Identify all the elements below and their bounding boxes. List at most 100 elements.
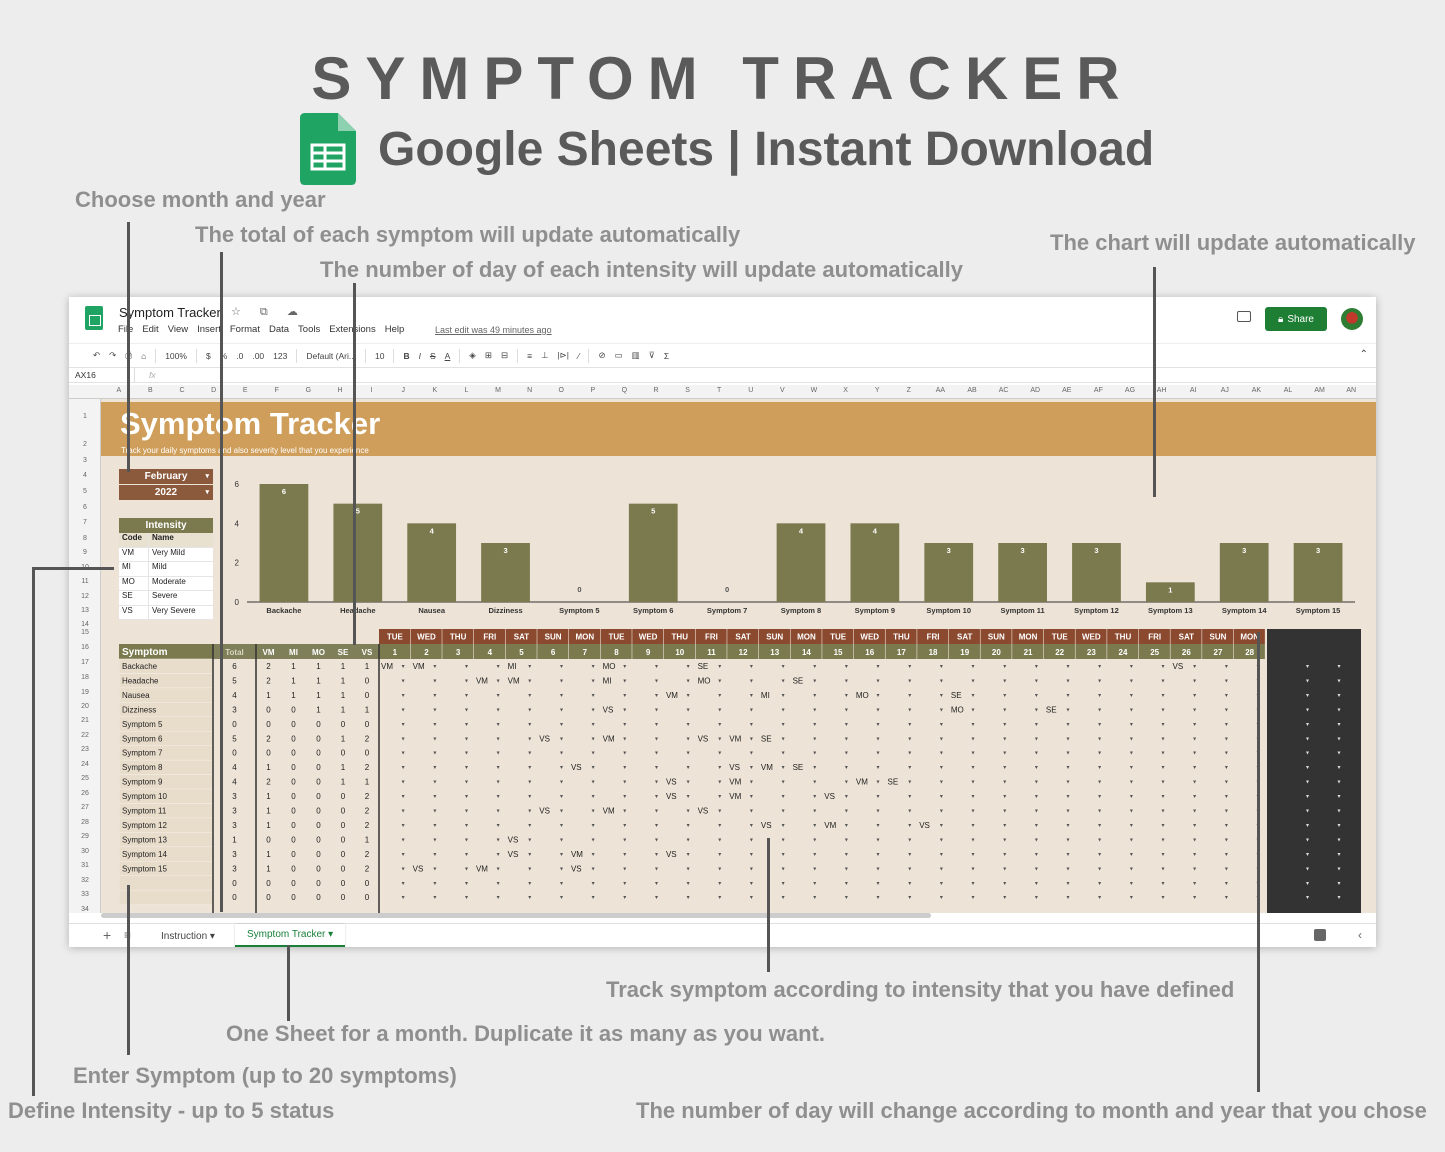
insert-chart-icon[interactable]: ▥ xyxy=(631,350,640,360)
column-header[interactable]: K xyxy=(432,387,438,394)
zoom-select[interactable]: 100% xyxy=(165,350,187,361)
column-header[interactable]: AE xyxy=(1062,387,1072,394)
percent-button[interactable]: % xyxy=(219,350,228,361)
tab-symptom-tracker[interactable]: Symptom Tracker ▾ xyxy=(235,924,346,947)
column-header[interactable]: X xyxy=(843,387,848,394)
menu-tools[interactable]: Tools xyxy=(298,324,321,335)
text-wrap-icon[interactable]: |⊳| xyxy=(557,350,570,360)
column-header[interactable]: F xyxy=(274,387,279,394)
column-header[interactable]: E xyxy=(242,387,248,394)
row-header[interactable]: 28 xyxy=(81,819,89,826)
column-header[interactable]: AJ xyxy=(1220,387,1229,394)
column-header[interactable]: AF xyxy=(1093,387,1103,394)
intensity-row[interactable]: MO Moderate xyxy=(119,576,213,591)
column-header[interactable]: H xyxy=(337,387,343,394)
column-header[interactable]: M xyxy=(495,387,501,394)
collapse-toolbar-icon[interactable]: ⌃ xyxy=(1359,349,1368,360)
column-header[interactable]: B xyxy=(148,387,153,394)
number-format-select[interactable]: 123 xyxy=(273,350,288,361)
row-header[interactable]: 16 xyxy=(81,644,89,651)
row-header[interactable]: 15 xyxy=(81,629,89,636)
column-header[interactable]: AN xyxy=(1346,387,1357,394)
explore-icon[interactable] xyxy=(1314,929,1326,941)
font-select[interactable]: Default (Ari... xyxy=(306,350,356,361)
strikethrough-icon[interactable]: S xyxy=(429,350,436,361)
star-move-cloud-icons[interactable]: ☆ ⧉ ☁ xyxy=(231,306,306,318)
column-header[interactable]: AI xyxy=(1189,387,1197,394)
undo-icon[interactable]: ↶ xyxy=(93,350,101,360)
row-header[interactable]: 20 xyxy=(81,703,89,710)
column-header[interactable]: S xyxy=(685,387,690,394)
last-edit-link[interactable]: Last edit was 49 minutes ago xyxy=(435,325,552,335)
menu-file[interactable]: File xyxy=(118,324,134,335)
intensity-row[interactable]: MI Mild xyxy=(119,562,213,577)
row-header[interactable]: 23 xyxy=(81,746,89,753)
column-header[interactable]: AG xyxy=(1124,387,1136,394)
horizontal-align-icon[interactable]: ≡ xyxy=(527,350,533,361)
row-header[interactable]: 11 xyxy=(81,578,89,585)
row-header[interactable]: 30 xyxy=(81,848,89,855)
column-header[interactable]: AB xyxy=(967,387,977,394)
menu-insert[interactable]: Insert xyxy=(197,324,221,335)
bold-icon[interactable]: B xyxy=(403,350,410,361)
row-header[interactable]: 8 xyxy=(83,535,87,542)
functions-icon[interactable]: Σ xyxy=(663,350,670,361)
row-header[interactable]: 31 xyxy=(81,862,89,869)
column-header[interactable]: Z xyxy=(906,387,911,394)
add-sheet-icon[interactable]: + xyxy=(103,927,112,943)
column-header[interactable]: U xyxy=(748,387,754,394)
column-header[interactable]: P xyxy=(590,387,596,394)
column-header[interactable]: Q xyxy=(621,387,628,394)
column-header[interactable]: N xyxy=(527,387,533,394)
column-header[interactable]: AK xyxy=(1251,387,1262,394)
row-header[interactable]: 27 xyxy=(81,804,89,811)
column-header[interactable]: L xyxy=(464,387,469,394)
increase-decimal-button[interactable]: .00 xyxy=(252,350,265,361)
column-header[interactable]: J xyxy=(401,387,405,394)
row-header[interactable]: 19 xyxy=(81,689,89,696)
filter-icon[interactable]: ⊽ xyxy=(648,350,655,360)
menu-view[interactable]: View xyxy=(167,324,189,335)
paint-format-icon[interactable]: ⌂ xyxy=(141,350,147,361)
column-header[interactable]: W xyxy=(810,387,818,394)
menu-extensions[interactable]: Extensions xyxy=(329,324,375,335)
column-header[interactable]: C xyxy=(179,387,185,394)
column-header[interactable]: I xyxy=(370,387,373,394)
column-header[interactable]: AA xyxy=(935,387,946,394)
row-header[interactable]: 9 xyxy=(83,549,87,556)
row-header[interactable]: 17 xyxy=(81,659,89,666)
insert-link-icon[interactable]: ⊘ xyxy=(598,350,606,360)
column-header[interactable]: A xyxy=(116,387,122,394)
menu-edit[interactable]: Edit xyxy=(142,324,159,335)
row-header[interactable]: 18 xyxy=(81,674,89,681)
row-header[interactable]: 26 xyxy=(81,790,89,797)
row-header[interactable]: 33 xyxy=(81,891,89,898)
row-header[interactable]: 1 xyxy=(83,413,87,420)
intensity-row[interactable]: SE Severe xyxy=(119,591,213,606)
column-header[interactable]: AC xyxy=(998,387,1009,394)
document-title[interactable]: Symptom Tracker xyxy=(119,305,221,320)
comment-history-icon[interactable] xyxy=(1237,311,1251,322)
share-button[interactable]: 🔒︎ Share xyxy=(1265,307,1327,331)
menu-help[interactable]: Help xyxy=(384,324,405,335)
merge-cells-icon[interactable]: ⊟ xyxy=(500,350,509,360)
tab-instruction[interactable]: Instruction ▾ xyxy=(161,930,215,942)
column-header[interactable]: R xyxy=(653,387,659,394)
menu-data[interactable]: Data xyxy=(268,324,290,335)
row-header[interactable]: 12 xyxy=(81,593,89,600)
font-size-select[interactable]: 10 xyxy=(374,350,385,361)
borders-icon[interactable]: ⊞ xyxy=(484,350,492,360)
menu-format[interactable]: Format xyxy=(229,324,260,335)
column-header[interactable]: AM xyxy=(1314,387,1325,394)
row-header[interactable]: 25 xyxy=(81,775,89,782)
decrease-decimal-button[interactable]: .0 xyxy=(236,350,244,361)
column-header[interactable]: AL xyxy=(1283,387,1293,394)
column-header[interactable]: AD xyxy=(1030,387,1041,394)
name-box[interactable]: AX16 xyxy=(69,368,135,382)
italic-icon[interactable]: I xyxy=(418,350,421,361)
row-header[interactable]: 21 xyxy=(81,717,89,724)
column-header[interactable]: G xyxy=(305,387,312,394)
row-header[interactable]: 29 xyxy=(81,833,89,840)
row-header[interactable]: 4 xyxy=(83,472,87,479)
redo-icon[interactable]: ↷ xyxy=(109,350,117,360)
